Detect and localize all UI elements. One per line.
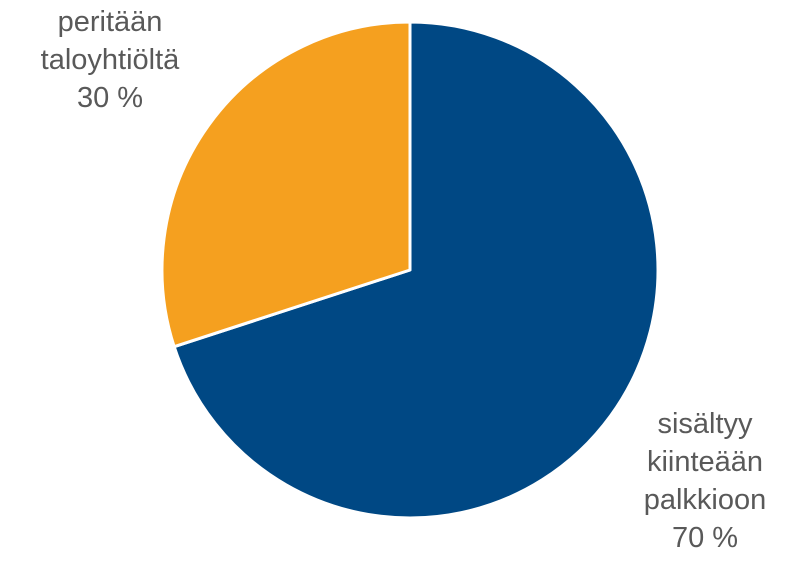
pie-slice-1 bbox=[160, 20, 412, 349]
slice-label-line: taloyhtiöltä bbox=[40, 44, 180, 76]
slice-label-charged: peritään taloyhtiöltä 30 % bbox=[25, 3, 195, 117]
slice-label-included: sisältyy kiinteään palkkioon 70 % bbox=[630, 405, 780, 557]
slice-value-label: 30 % bbox=[76, 82, 144, 114]
slice-value-label: 70 % bbox=[671, 522, 739, 554]
slice-label-line: sisältyy bbox=[657, 408, 753, 440]
pie-slice-0 bbox=[172, 20, 660, 520]
slice-label-line: kiinteään bbox=[646, 446, 764, 478]
slice-label-line: palkkioon bbox=[643, 484, 767, 516]
pie-slices bbox=[160, 20, 660, 520]
slice-label-line: peritään bbox=[57, 6, 163, 38]
